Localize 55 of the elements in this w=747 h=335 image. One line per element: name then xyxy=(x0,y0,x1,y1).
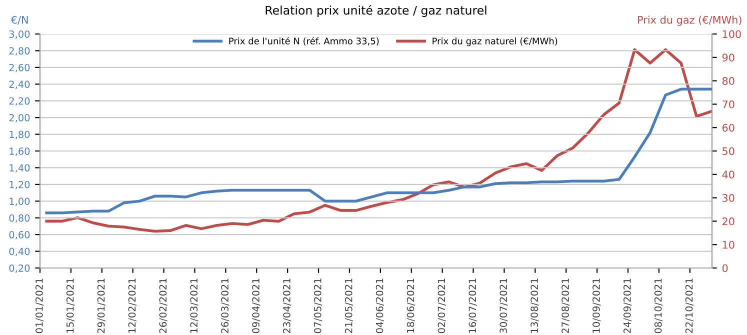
y-tick-label: 2,20 xyxy=(9,97,30,106)
x-tick-label: 12/03/2021 xyxy=(190,278,198,333)
y-tick-label: 2,00 xyxy=(9,114,30,122)
x-tick-label: 22/10/2021 xyxy=(685,278,694,334)
y-tick-label: 2,60 xyxy=(9,64,30,72)
x-tick-label: 21/05/2021 xyxy=(344,278,354,334)
x-tick-label: 12/02/2021 xyxy=(128,278,136,333)
x-tick-label: 01/01/2021 xyxy=(35,278,44,334)
y2-tick-label: 30 xyxy=(722,194,734,202)
x-tick-label: 09/04/2021 xyxy=(252,278,260,334)
x-tick-label: 02/07/2021 xyxy=(438,278,446,334)
y2-tick-label: 90 xyxy=(722,54,734,62)
x-tick-label: 18/06/2021 xyxy=(406,278,415,333)
legend-label: Prix du gaz naturel (€/MWh) xyxy=(432,37,558,46)
y2-tick-label: 60 xyxy=(722,124,734,132)
legend-label: Prix de l'unité N (réf. Ammo 33,5) xyxy=(229,37,379,46)
y2-tick-label: 100 xyxy=(722,30,741,38)
x-tick-label: 23/04/2021 xyxy=(283,278,292,334)
y-tick-label: 2,40 xyxy=(9,80,30,89)
y2-tick-label: 40 xyxy=(722,170,734,179)
y-tick-label: 0,20 xyxy=(9,264,30,273)
chart-title: Relation prix unité azote / gaz naturel xyxy=(266,5,486,18)
x-tick-label: 24/09/2021 xyxy=(623,278,632,334)
y-axis-title: €/N xyxy=(10,16,28,25)
x-tick-label: 13/08/2021 xyxy=(530,278,539,333)
y2-tick-label: 80 xyxy=(722,77,734,85)
x-tick-label: 30/07/2021 xyxy=(500,278,508,334)
x-tick-label: 29/01/2021 xyxy=(97,278,106,334)
y2-tick-label: 50 xyxy=(722,147,734,156)
y-tick-label: 1,40 xyxy=(10,164,30,173)
x-tick-label: 27/08/2021 xyxy=(562,278,570,334)
y-tick-label: 1,80 xyxy=(10,130,30,140)
y2-axis-title: Prix du gaz (€/MWh) xyxy=(638,16,742,26)
x-tick-label: 26/02/2021 xyxy=(159,278,168,334)
y-tick-label: 0,80 xyxy=(9,214,30,223)
y2-tick-label: 0 xyxy=(722,264,728,272)
y2-tick-label: 20 xyxy=(722,217,734,226)
x-tick-label: 10/09/2021 xyxy=(592,278,601,333)
y2-tick-label: 70 xyxy=(722,100,734,108)
x-tick-label: 15/01/2021 xyxy=(66,278,75,333)
y-tick-label: 1,60 xyxy=(10,147,30,156)
x-tick-label: 16/07/2021 xyxy=(468,278,477,333)
x-tick-label: 07/05/2021 xyxy=(314,278,322,334)
y-tick-label: 1,00 xyxy=(10,198,30,206)
x-tick-label: 08/10/2021 xyxy=(654,278,663,334)
y-tick-label: 1,20 xyxy=(10,180,30,190)
line-series xyxy=(45,48,712,233)
y-tick-label: 3,00 xyxy=(9,30,30,39)
x-tick-label: 04/06/2021 xyxy=(376,278,384,334)
line-series xyxy=(45,88,712,214)
y-tick-label: 0,40 xyxy=(9,248,30,256)
x-tick-label: 26/03/2021 xyxy=(221,278,230,334)
y2-tick-label: 10 xyxy=(722,240,734,249)
y-tick-label: 0,60 xyxy=(9,231,30,240)
y-tick-label: 2,80 xyxy=(9,47,30,56)
